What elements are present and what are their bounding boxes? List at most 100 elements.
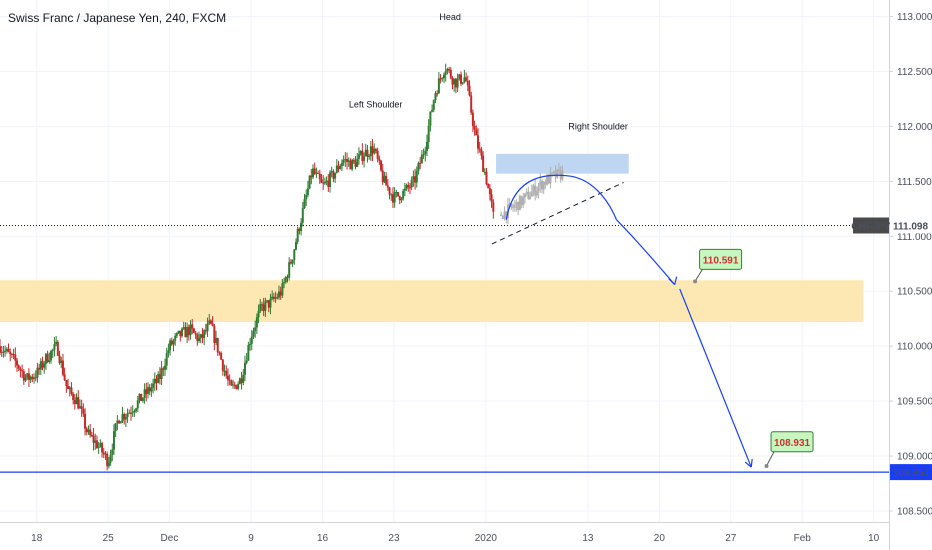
candle-body [157, 373, 160, 383]
candle-body [454, 78, 457, 88]
candle-body [89, 429, 92, 436]
candle-body [165, 353, 168, 366]
y-tick-label: 111.000 [897, 232, 932, 243]
projected-candle-body [552, 171, 555, 173]
candle-body [250, 336, 253, 344]
candle-body [19, 368, 22, 371]
projected-candle-body [549, 172, 552, 184]
candle-body [38, 367, 41, 370]
projected-candle-body [554, 171, 557, 178]
candle-body [158, 373, 161, 380]
candle-body [16, 360, 19, 366]
candle-body [140, 393, 143, 401]
candle-body [460, 74, 463, 84]
candle-body [458, 74, 461, 79]
y-tick-label: 110.000 [897, 342, 932, 353]
drawings: 110.591 108.931 [0, 174, 889, 473]
candle-body [463, 77, 466, 83]
projected-candle-body [505, 211, 508, 219]
candle-body [439, 78, 442, 80]
candle-body [323, 181, 326, 184]
candle-body [451, 77, 454, 85]
candle-body [412, 176, 415, 180]
candle-body [43, 363, 46, 368]
candle-body [169, 340, 172, 351]
candle-body [61, 360, 64, 375]
candle-body [112, 431, 115, 450]
projected-candle-body [539, 180, 542, 187]
candle-body [369, 146, 372, 157]
candle-body [351, 159, 354, 170]
candle-body [281, 283, 284, 296]
candle-body [26, 373, 29, 378]
candle-body [279, 291, 282, 296]
candle-body [101, 443, 104, 453]
candle-body [405, 184, 408, 189]
candle-body [442, 74, 445, 79]
candle-body [24, 377, 27, 381]
candle-body [431, 109, 434, 112]
candle-body [490, 194, 493, 203]
target-badge-label: 108.931 [774, 438, 811, 449]
projected-candle-body [551, 172, 554, 174]
candle-body [143, 389, 146, 398]
x-tick-label: 27 [725, 533, 737, 544]
y-tick-label: 113.000 [897, 12, 932, 23]
symbol-tag-label: CHFJPY [851, 222, 891, 233]
candle-body [334, 172, 337, 179]
candle-body [164, 365, 167, 370]
candle-body [152, 383, 155, 388]
candle-body [449, 69, 452, 78]
candle-body [373, 148, 376, 154]
price-tags: CHFJPY 111.098 108.854 [851, 217, 932, 481]
candle-body [53, 344, 56, 350]
y-tick-label: 108.500 [897, 507, 932, 518]
candle-body [274, 297, 277, 299]
candle-body [492, 202, 495, 212]
candle-body [335, 165, 338, 173]
candle-body [284, 277, 287, 283]
candle-body [306, 188, 309, 196]
candle-body [39, 361, 42, 370]
candle-body [397, 192, 400, 197]
candle-body [97, 446, 100, 448]
candle-body [255, 317, 258, 328]
candle-body [264, 301, 267, 311]
x-axis: 18 25 Dec 9 16 23 2020 13 20 27 Feb 10 [31, 533, 880, 544]
candle-body [75, 397, 78, 405]
last-price-tag-box [890, 217, 932, 234]
candle-body [357, 154, 360, 159]
candle-body [301, 208, 304, 223]
candle-body [291, 259, 294, 264]
candle-body [414, 176, 417, 183]
candle-body [123, 414, 126, 420]
candle-body [380, 160, 383, 171]
candle-body [36, 367, 39, 378]
last-price-tag-label: 111.098 [893, 222, 928, 233]
candle-body [308, 175, 311, 189]
candle-body [135, 408, 138, 411]
candle-body [73, 400, 76, 405]
pattern-label: Right Shoulder [568, 122, 628, 132]
zone-support [0, 280, 864, 322]
candle-body [294, 241, 297, 250]
projected-candle-body [525, 191, 528, 194]
arrowhead [744, 458, 753, 468]
candle-body [116, 420, 119, 424]
candle-body [131, 412, 134, 414]
candle-body [465, 77, 468, 81]
candle-body [410, 179, 413, 188]
projected-candle-body [501, 215, 504, 219]
candle-body [141, 397, 144, 401]
candle-body [41, 361, 44, 368]
candle-body [347, 160, 350, 163]
candle-body [29, 376, 32, 380]
candle-body [126, 413, 129, 417]
candle-body [10, 354, 13, 356]
candle-body [170, 340, 173, 345]
candle-body [220, 353, 223, 360]
candle-body [225, 370, 228, 376]
projected-candle-body [503, 211, 506, 219]
projection-arc [505, 174, 618, 221]
projected-candle-body [513, 205, 516, 208]
